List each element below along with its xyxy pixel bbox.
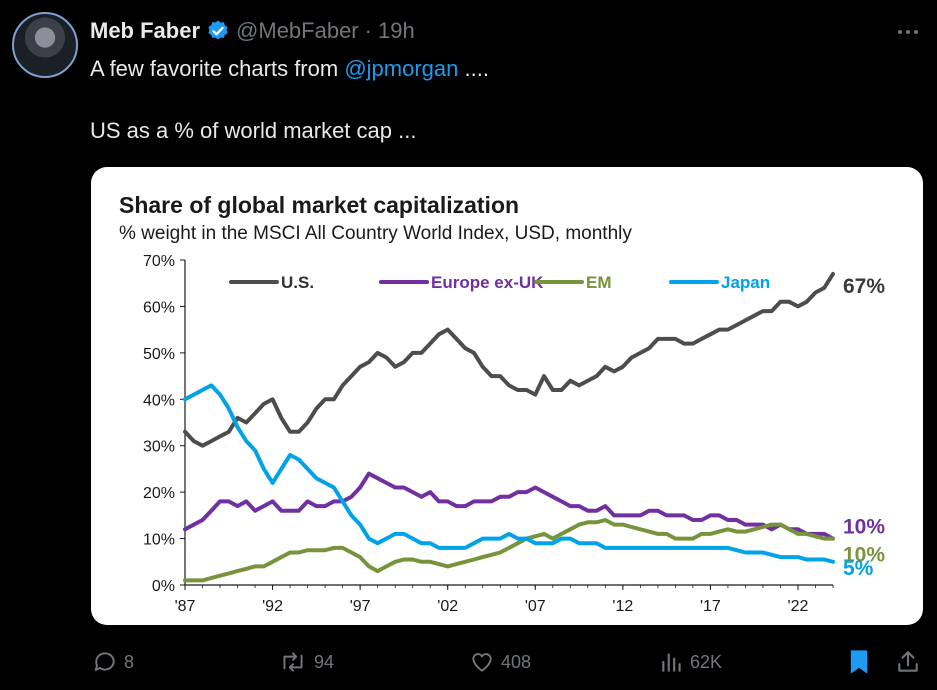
end-value-label: 67% — [843, 275, 885, 298]
y-tick-label: 20% — [143, 485, 175, 502]
repost-button[interactable]: 94 — [278, 645, 334, 679]
line-chart: Share of global market capitalization % … — [119, 192, 885, 615]
views-chart-icon — [662, 653, 681, 672]
action-bar: 8 94 408 62K — [90, 645, 930, 679]
legend-label: U.S. — [281, 273, 314, 292]
y-tick-label: 0% — [152, 578, 175, 595]
tweet-text-prefix: A few favorite charts from — [90, 56, 345, 81]
timestamp[interactable]: 19h — [377, 18, 415, 43]
series-line-2 — [183, 518, 835, 583]
more-options-icon[interactable] — [893, 22, 923, 42]
y-tick-label: 30% — [143, 439, 175, 456]
y-tick-label: 60% — [143, 299, 175, 316]
share-icon — [898, 651, 918, 672]
share-button[interactable] — [896, 645, 920, 679]
repost-icon — [283, 652, 303, 672]
reply-button[interactable]: 8 — [92, 645, 134, 679]
x-tick-label: '22 — [788, 598, 809, 615]
x-tick-label: '87 — [175, 598, 196, 615]
x-tick-label: '92 — [262, 598, 283, 615]
bookmark-icon — [850, 650, 868, 674]
chart-legend: U.S. Europe ex-UK EM Japan — [229, 273, 770, 292]
tweet-header: Meb Faber @MebFaber · 19h — [90, 17, 415, 45]
end-value-label: 5% — [843, 557, 874, 580]
mention-link[interactable]: @jpmorgan — [344, 56, 459, 81]
separator: · — [364, 18, 372, 43]
avatar[interactable] — [12, 12, 78, 78]
legend-label: Europe ex-UK — [431, 273, 544, 292]
like-count: 408 — [501, 651, 532, 672]
like-button[interactable]: 408 — [469, 645, 531, 679]
end-value-label: 10% — [843, 516, 885, 539]
display-name[interactable]: Meb Faber — [90, 18, 201, 43]
heart-icon — [472, 653, 492, 672]
end-value-label: 10% — [843, 544, 885, 567]
chart-axes: 70% 60% 50% 40% 30% 20% 10% 0%'87 '92 '97 '02 '07 '1… — [143, 253, 834, 615]
x-tick-label: '02 — [437, 598, 458, 615]
tweet-text-suffix: .... — [458, 56, 489, 81]
chart-series — [183, 271, 835, 583]
reply-icon — [94, 652, 115, 671]
bookmark-button[interactable] — [847, 645, 871, 679]
series-line-3 — [183, 383, 835, 564]
y-tick-label: 50% — [143, 346, 175, 363]
series-line-1 — [183, 471, 835, 541]
x-tick-label: '07 — [525, 598, 546, 615]
y-tick-label: 10% — [143, 532, 175, 549]
chart-end-labels: 67%10%10%5% — [843, 275, 885, 580]
series-line-0 — [183, 271, 835, 448]
handle[interactable]: @MebFaber — [236, 18, 359, 43]
tweet-text-line-2: US as a % of world market cap ... — [90, 118, 417, 143]
chart-image-card[interactable]: Share of global market capitalization % … — [91, 167, 923, 625]
repost-count: 94 — [314, 651, 335, 672]
reply-count: 8 — [124, 651, 135, 672]
chart-title: Share of global market capitalization — [119, 192, 519, 218]
verified-badge-icon[interactable] — [206, 19, 230, 43]
y-tick-label: 70% — [143, 253, 175, 270]
legend-label: EM — [586, 273, 612, 292]
y-tick-label: 40% — [143, 392, 175, 409]
views-button[interactable]: 62K — [660, 645, 722, 679]
x-tick-label: '97 — [350, 598, 371, 615]
chart-subtitle: % weight in the MSCI All Country World I… — [119, 223, 632, 244]
tweet-text-line-1: A few favorite charts from @jpmorgan ...… — [90, 55, 489, 83]
x-tick-label: '12 — [612, 598, 633, 615]
x-tick-label: '17 — [700, 598, 721, 615]
legend-label: Japan — [721, 273, 770, 292]
views-count: 62K — [690, 651, 723, 672]
